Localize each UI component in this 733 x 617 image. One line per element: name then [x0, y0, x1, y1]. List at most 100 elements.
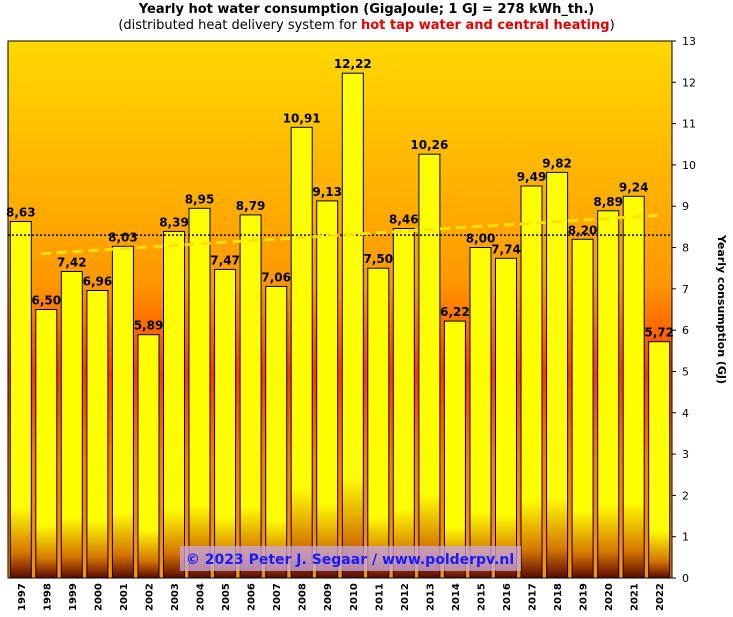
y-tick-4: 4	[682, 407, 689, 420]
bar-2007	[265, 285, 288, 579]
x-tick-2000: 2000	[93, 583, 104, 611]
value-label-2018: 9,82	[542, 156, 572, 170]
x-tick-2018: 2018	[553, 583, 564, 611]
y-axis-label: Yearly consumption (GJ)	[715, 234, 728, 384]
bar-2011	[367, 267, 390, 579]
x-tick-2003: 2003	[170, 583, 181, 611]
x-tick-2004: 2004	[196, 583, 207, 611]
value-label-2002: 5,89	[134, 319, 164, 333]
bar-2015	[469, 247, 492, 579]
subtitle-highlight: hot tap water and central heating	[360, 18, 610, 33]
bar-2022	[648, 341, 671, 579]
value-label-2016: 7,74	[491, 242, 521, 256]
x-tick-2008: 2008	[298, 583, 309, 611]
x-tick-2013: 2013	[425, 583, 436, 611]
y-tick-2: 2	[682, 489, 689, 502]
bar-1998	[35, 309, 58, 579]
value-label-2019: 8,20	[568, 223, 598, 237]
value-label-2008: 10,91	[283, 111, 321, 125]
y-tick-13: 13	[682, 35, 696, 48]
x-tick-2016: 2016	[502, 583, 513, 611]
value-label-2006: 8,79	[236, 199, 266, 213]
bar-2014	[443, 320, 466, 579]
value-label-2011: 7,50	[363, 252, 393, 266]
value-label-2000: 6,96	[83, 275, 113, 289]
value-label-2014: 6,22	[440, 305, 470, 319]
x-tick-1998: 1998	[42, 583, 53, 611]
bar-2009	[316, 200, 339, 579]
watermark-background	[180, 546, 521, 571]
bar-2008	[290, 126, 313, 579]
chart-title: Yearly hot water consumption (GigaJoule;…	[138, 2, 595, 17]
x-tick-2021: 2021	[630, 583, 641, 611]
x-tick-2017: 2017	[528, 583, 539, 611]
x-tick-2002: 2002	[145, 583, 156, 611]
x-tick-2001: 2001	[119, 583, 130, 611]
y-tick-5: 5	[682, 366, 689, 379]
value-label-2015: 8,00	[466, 232, 496, 246]
y-tick-1: 1	[682, 531, 689, 544]
x-tick-2012: 2012	[400, 583, 411, 611]
bar-2012	[392, 228, 415, 579]
bar-2017	[520, 185, 543, 579]
x-tick-1999: 1999	[68, 583, 79, 611]
bar-2002	[137, 334, 160, 579]
value-label-2001: 8,03	[108, 230, 138, 244]
value-label-2022: 5,72	[644, 326, 674, 340]
value-label-1997: 8,63	[6, 206, 36, 220]
x-tick-2015: 2015	[477, 583, 488, 611]
chart-subtitle: (distributed heat delivery system for ho…	[0, 18, 733, 33]
x-tick-2019: 2019	[579, 583, 590, 611]
bar-2006	[239, 214, 262, 579]
value-labels-group: 8,63 6,50 7,42 6,96 8,03 5,89 8,39 8,95 7,47 8,79…	[6, 57, 674, 340]
x-tick-2006: 2006	[247, 583, 258, 611]
value-label-2013: 10,26	[410, 138, 448, 152]
y-tick-11: 11	[682, 118, 696, 131]
x-tick-2005: 2005	[221, 583, 232, 611]
bar-2020	[597, 210, 620, 579]
bar-2005	[214, 268, 237, 579]
value-label-2004: 8,95	[185, 192, 215, 206]
value-label-2012: 8,46	[389, 213, 419, 227]
bar-2010	[341, 72, 364, 579]
bar-2013	[418, 153, 441, 579]
value-label-2021: 9,24	[619, 180, 649, 194]
bar-1999	[60, 271, 83, 579]
y-tick-10: 10	[682, 159, 696, 172]
value-label-1999: 7,42	[57, 256, 87, 270]
y-tick-7: 7	[682, 283, 689, 296]
trend-line	[40, 213, 660, 256]
bar-2000	[86, 290, 109, 579]
x-tick-2014: 2014	[451, 583, 462, 611]
subtitle-suffix: )	[609, 18, 615, 33]
value-label-2017: 9,49	[517, 170, 547, 184]
x-tick-2007: 2007	[272, 583, 283, 611]
y-tick-3: 3	[682, 448, 689, 461]
x-tick-2011: 2011	[374, 583, 385, 611]
bar-2019	[571, 238, 594, 579]
value-label-1998: 6,50	[31, 294, 61, 308]
bar-2001	[111, 245, 134, 579]
value-label-2003: 8,39	[159, 215, 189, 229]
bar-2003	[163, 230, 185, 579]
bars-group	[9, 72, 671, 579]
y-tick-9: 9	[682, 200, 689, 213]
y-tick-6: 6	[682, 324, 689, 337]
bar-2018	[546, 171, 569, 579]
x-tick-2020: 2020	[604, 583, 615, 611]
x-tick-2009: 2009	[323, 583, 334, 611]
value-label-2009: 9,13	[312, 185, 342, 199]
y-tick-12: 12	[682, 76, 696, 89]
value-label-2010: 12,22	[334, 57, 372, 71]
value-label-2005: 7,47	[210, 253, 240, 267]
bar-2021	[622, 195, 645, 579]
watermark: © 2023 Peter J. Segaar / www.polderpv.nl	[186, 552, 514, 568]
x-tick-1997: 1997	[17, 583, 28, 611]
bar-2016	[495, 257, 517, 579]
bar-1997	[9, 221, 32, 579]
y-tick-0: 0	[682, 572, 689, 585]
value-label-2007: 7,06	[261, 270, 291, 284]
value-label-2020: 8,89	[593, 195, 623, 209]
